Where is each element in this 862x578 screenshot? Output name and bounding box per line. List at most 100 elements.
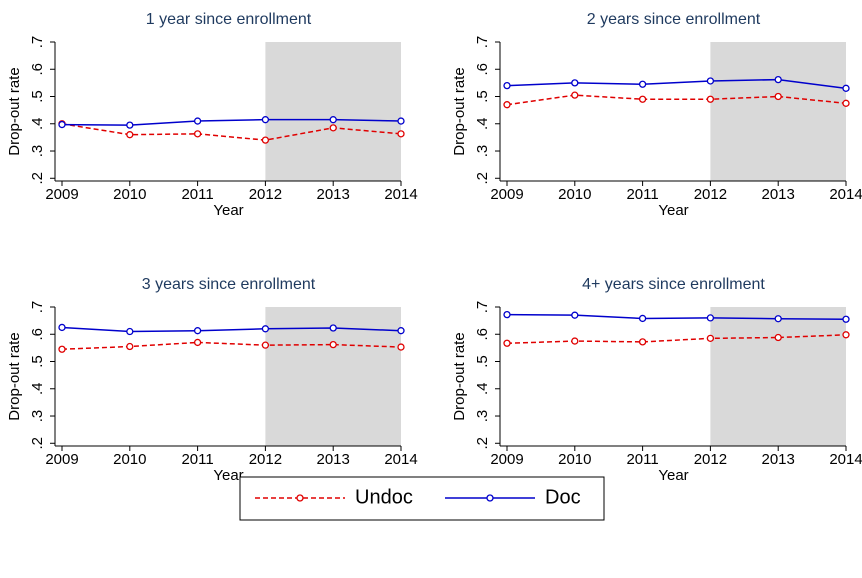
y-tick-label: .7 (474, 36, 491, 49)
marker (261, 116, 270, 124)
panel-title: 1 year since enrollment (146, 11, 312, 28)
legend-label: Undoc (355, 486, 413, 508)
y-tick-label: .6 (29, 328, 46, 341)
y-axis-label: Drop-out rate (451, 67, 468, 155)
marker (706, 77, 715, 85)
marker (261, 341, 270, 349)
x-tick-label: 2012 (249, 451, 282, 468)
x-tick-label: 2014 (829, 451, 862, 468)
x-tick-label: 2014 (384, 186, 417, 203)
marker (503, 81, 511, 90)
series-line (506, 334, 847, 344)
series-line (506, 313, 847, 321)
x-tick-label: 2012 (694, 451, 727, 468)
y-tick-label: .6 (474, 63, 491, 76)
marker (503, 101, 511, 109)
shaded-region (710, 42, 846, 181)
x-axis-label: Year (658, 202, 688, 219)
series-line (61, 341, 402, 350)
x-tick-label: 2011 (181, 451, 213, 468)
x-tick-label: 2010 (113, 451, 146, 468)
marker (571, 91, 579, 99)
panel-title: 3 years since enrollment (142, 276, 316, 293)
marker (193, 338, 202, 347)
legend-marker (296, 494, 304, 502)
panel-title: 2 years since enrollment (587, 11, 761, 28)
y-tick-label: .3 (474, 145, 491, 158)
x-tick-label: 2011 (626, 186, 658, 203)
marker (193, 117, 202, 125)
marker (397, 343, 405, 351)
x-axis-label: Year (658, 467, 688, 484)
marker (397, 130, 405, 138)
y-tick-label: .6 (29, 63, 46, 76)
y-tick-label: .7 (29, 36, 46, 49)
panel: 2 years since enrollment .2 .3 .4 .5 .6 .7 2009… (451, 11, 862, 219)
marker (774, 333, 782, 342)
shaded-region (710, 307, 846, 446)
x-tick-label: 2012 (249, 186, 282, 203)
marker (638, 95, 647, 103)
marker (842, 315, 850, 323)
marker (261, 136, 270, 144)
y-tick-label: .4 (29, 383, 46, 396)
series-line (61, 326, 402, 333)
x-tick-label: 2012 (694, 186, 727, 203)
marker (842, 99, 850, 107)
x-tick-label: 2009 (45, 451, 78, 468)
legend-marker (486, 494, 494, 502)
marker (774, 315, 782, 323)
y-tick-label: .2 (474, 172, 491, 185)
marker (329, 124, 337, 132)
marker (329, 324, 337, 332)
marker (706, 95, 715, 103)
x-tick-label: 2013 (317, 451, 350, 468)
marker (638, 314, 647, 323)
y-tick-label: .2 (29, 437, 46, 450)
y-tick-label: .4 (474, 118, 491, 131)
marker (261, 325, 270, 333)
x-tick-label: 2013 (762, 186, 795, 203)
legend: Undoc Doc (239, 476, 605, 521)
x-tick-label: 2014 (829, 186, 862, 203)
series-line (506, 78, 847, 90)
series-line (61, 123, 402, 141)
marker (503, 339, 511, 347)
marker (842, 331, 850, 339)
marker (58, 323, 66, 332)
marker (193, 327, 202, 335)
panel: 4+ years since enrollment .2 .3 .4 .5 .6 .7 200… (451, 276, 862, 484)
y-tick-label: .5 (474, 90, 491, 103)
marker (842, 84, 850, 92)
y-axis-label: Drop-out rate (451, 332, 468, 420)
marker (58, 120, 66, 129)
panel: 1 year since enrollment .2 .3 .4 .5 .6 .7 2009 2… (6, 11, 418, 219)
x-tick-label: 2009 (45, 186, 78, 203)
x-tick-label: 2014 (384, 451, 417, 468)
y-axis-label: Drop-out rate (6, 332, 23, 420)
y-tick-label: .7 (29, 301, 46, 314)
marker (397, 327, 405, 335)
y-tick-label: .2 (474, 437, 491, 450)
panel: 3 years since enrollment .2 .3 .4 .5 .6 .7 2009… (6, 276, 418, 484)
marker (58, 345, 66, 353)
y-axis-label: Drop-out rate (6, 67, 23, 155)
marker (126, 342, 134, 351)
marker (329, 116, 337, 124)
y-tick-label: .4 (29, 118, 46, 131)
y-tick-label: .4 (474, 383, 491, 396)
x-tick-label: 2010 (558, 186, 591, 203)
series-line (61, 118, 402, 126)
marker (706, 334, 715, 342)
shaded-region (265, 42, 401, 181)
x-tick-label: 2011 (181, 186, 213, 203)
y-tick-label: .3 (474, 410, 491, 423)
x-axis-label: Year (213, 202, 243, 219)
marker (774, 75, 782, 84)
series-line (506, 94, 847, 106)
marker (126, 327, 134, 336)
x-tick-label: 2011 (626, 451, 658, 468)
x-tick-label: 2013 (762, 451, 795, 468)
marker (774, 92, 782, 101)
x-tick-label: 2010 (558, 451, 591, 468)
